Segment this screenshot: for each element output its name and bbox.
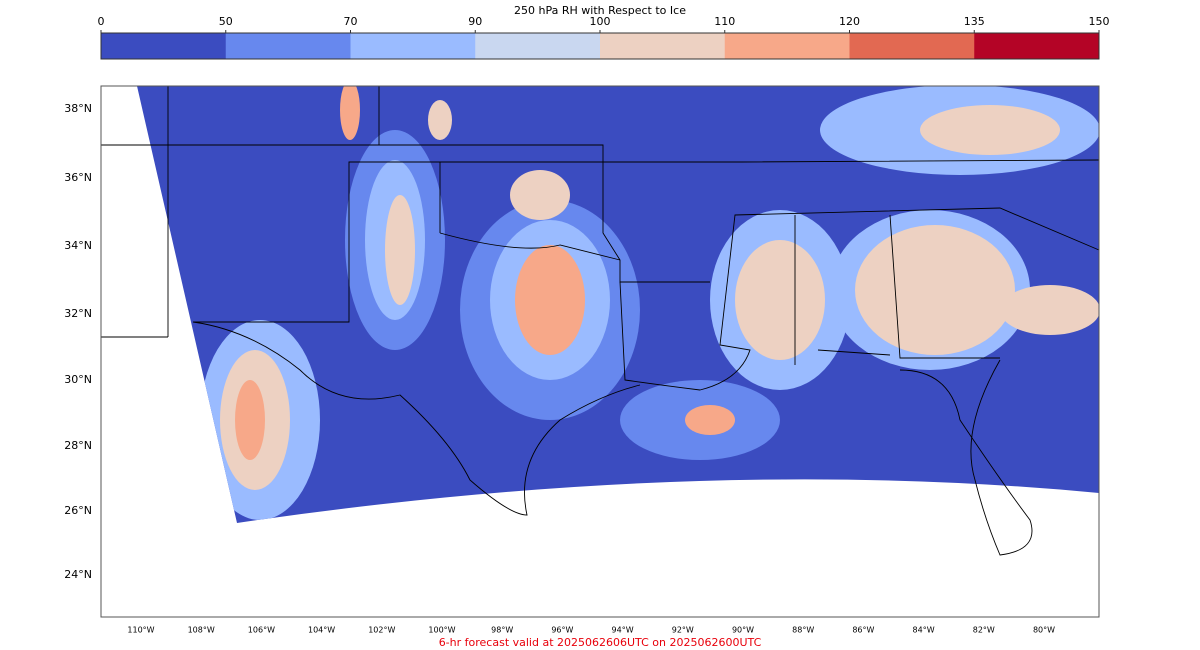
axis-labels: 38°N 36°N 34°N 32°N 30°N 28°N 26°N 24°N 110°W 108… <box>64 102 1055 635</box>
colorbar-segment <box>350 33 476 59</box>
rh-field <box>200 86 1099 520</box>
colorbar-tick-label: 150 <box>1089 15 1110 28</box>
colorbar-title: 250 hPa RH with Respect to Ice <box>514 4 686 17</box>
lon-label: 110°W <box>127 626 154 635</box>
colorbar-segment <box>101 33 227 59</box>
boundaries <box>101 86 1100 556</box>
colorbar-segment <box>600 33 726 59</box>
lon-label: 100°W <box>428 626 455 635</box>
lon-label: 108°W <box>188 626 215 635</box>
lat-label: 28°N <box>64 439 92 452</box>
lat-label: 38°N <box>64 102 92 115</box>
lat-label: 34°N <box>64 239 92 252</box>
colorbar-tick-label: 110 <box>714 15 735 28</box>
lat-label: 36°N <box>64 171 92 184</box>
colorbar-segment <box>724 33 850 59</box>
lon-label: 88°W <box>792 626 814 635</box>
colorbar-segment <box>974 33 1100 59</box>
lon-label: 104°W <box>308 626 335 635</box>
colorbar-segment <box>225 33 351 59</box>
lon-label: 98°W <box>491 626 513 635</box>
lon-label: 84°W <box>913 626 935 635</box>
lon-label: 82°W <box>973 626 995 635</box>
colorbar-tick-label: 120 <box>839 15 860 28</box>
map <box>100 85 1100 618</box>
lon-label: 80°W <box>1033 626 1055 635</box>
lon-label: 86°W <box>852 626 874 635</box>
lat-label: 24°N <box>64 568 92 581</box>
colorbar-tick-label: 90 <box>468 15 482 28</box>
lat-label: 32°N <box>64 307 92 320</box>
lon-label: 96°W <box>551 626 573 635</box>
lon-label: 90°W <box>732 626 754 635</box>
colorbar-tick-label: 135 <box>964 15 985 28</box>
lat-label: 30°N <box>64 373 92 386</box>
lon-label: 92°W <box>672 626 694 635</box>
colorbar: 0 50 70 90 100 110 120 135 150 <box>98 15 1110 60</box>
lon-label: 94°W <box>612 626 634 635</box>
colorbar-segment <box>475 33 601 59</box>
colorbar-tick-label: 100 <box>590 15 611 28</box>
lat-label: 26°N <box>64 504 92 517</box>
map-frame <box>100 85 1100 618</box>
colorbar-segment <box>849 33 975 59</box>
lon-label: 106°W <box>248 626 275 635</box>
forecast-caption: 6-hr forecast valid at 2025062606UTC on … <box>439 636 762 649</box>
colorbar-tick-label: 70 <box>344 15 358 28</box>
colorbar-tick-label: 50 <box>219 15 233 28</box>
colorbar-tick-label: 0 <box>98 15 105 28</box>
lon-label: 102°W <box>368 626 395 635</box>
